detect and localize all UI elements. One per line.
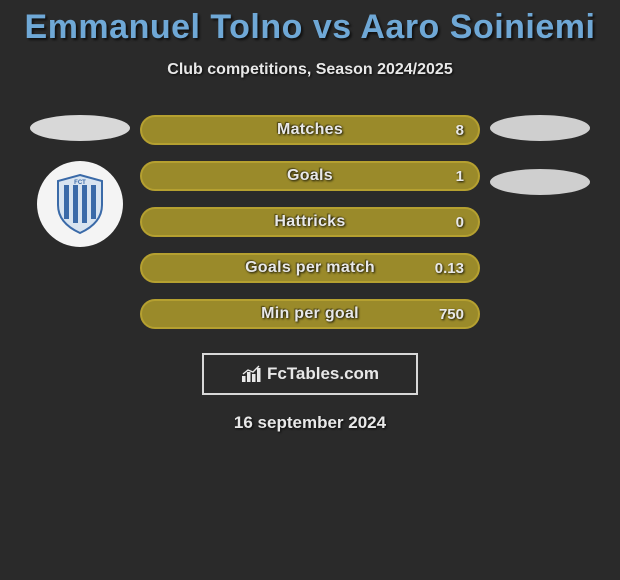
- branding-text: FcTables.com: [267, 364, 379, 384]
- stats-bars: Matches 8 Goals 1 Hattricks 0 Goals per match 0…: [140, 115, 480, 329]
- stat-value: 0: [456, 214, 464, 231]
- stat-bar: Matches 8: [140, 115, 480, 145]
- club-badge-left: FCT: [37, 161, 123, 247]
- stat-value: 8: [456, 122, 464, 139]
- player-photo-right-placeholder-1: [490, 115, 590, 141]
- stat-bar: Hattricks 0: [140, 207, 480, 237]
- subtitle: Club competitions, Season 2024/2025: [167, 61, 452, 79]
- player-photo-left-placeholder: [30, 115, 130, 141]
- page-title: Emmanuel Tolno vs Aaro Soiniemi: [25, 8, 596, 47]
- stat-bar: Goals per match 0.13: [140, 253, 480, 283]
- bar-chart-icon: [241, 365, 263, 383]
- stat-label: Matches: [277, 121, 343, 139]
- stat-value: 1: [456, 168, 464, 185]
- left-player-col: FCT: [20, 115, 140, 329]
- stat-label: Min per goal: [261, 305, 359, 323]
- stat-label: Goals per match: [245, 259, 375, 277]
- branding-inner: FcTables.com: [241, 364, 379, 384]
- shield-icon: FCT: [54, 173, 106, 235]
- right-player-col: [480, 115, 600, 329]
- content-row: FCT Matches 8 Goals 1 Hattricks 0 Goals per ma…: [0, 115, 620, 329]
- stat-label: Goals: [287, 167, 333, 185]
- comparison-card: Emmanuel Tolno vs Aaro Soiniemi Club com…: [0, 0, 620, 580]
- branding-box[interactable]: FcTables.com: [202, 353, 418, 395]
- stat-bar: Goals 1: [140, 161, 480, 191]
- stat-value: 0.13: [435, 260, 464, 277]
- stat-bar: Min per goal 750: [140, 299, 480, 329]
- stat-value: 750: [439, 306, 464, 323]
- player-photo-right-placeholder-2: [490, 169, 590, 195]
- svg-text:FCT: FCT: [74, 180, 86, 186]
- date-text: 16 september 2024: [234, 413, 386, 433]
- stat-label: Hattricks: [274, 213, 345, 231]
